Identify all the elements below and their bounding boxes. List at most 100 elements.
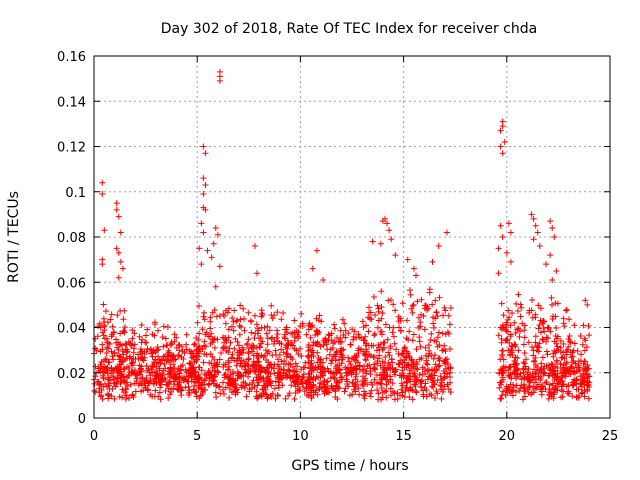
data-point <box>559 393 566 400</box>
data-point <box>409 309 416 316</box>
data-point <box>499 347 506 354</box>
data-point <box>183 346 190 353</box>
data-point <box>138 368 145 375</box>
data-point <box>170 361 177 368</box>
data-point <box>438 376 445 383</box>
data-point <box>223 337 230 344</box>
data-point <box>240 305 247 312</box>
data-point <box>113 200 120 207</box>
data-point <box>514 307 521 314</box>
data-point <box>212 283 219 290</box>
data-point <box>220 344 227 351</box>
data-point <box>287 361 294 368</box>
data-point <box>564 390 571 397</box>
data-point <box>92 373 99 380</box>
data-point <box>234 349 241 356</box>
data-point <box>162 335 169 342</box>
data-point <box>273 334 280 341</box>
data-point <box>500 388 507 395</box>
data-point <box>295 329 302 336</box>
data-point <box>289 330 296 337</box>
data-point <box>165 395 172 402</box>
data-point <box>270 340 277 347</box>
data-point <box>295 385 302 392</box>
data-point <box>249 380 256 387</box>
data-point <box>295 351 302 358</box>
data-point <box>511 341 518 348</box>
data-point <box>518 304 525 311</box>
data-point <box>120 366 127 373</box>
data-point <box>155 359 162 366</box>
data-point <box>306 354 313 361</box>
data-point <box>287 374 294 381</box>
data-point <box>332 387 339 394</box>
data-point <box>137 379 144 386</box>
data-point <box>99 179 106 186</box>
data-point <box>561 323 568 330</box>
data-point <box>315 328 322 335</box>
data-point <box>436 362 443 369</box>
data-point <box>92 345 99 352</box>
data-point <box>399 359 406 366</box>
data-point <box>245 373 252 380</box>
data-point <box>303 331 310 338</box>
data-point <box>268 336 275 343</box>
data-point <box>103 367 110 374</box>
data-point <box>245 356 252 363</box>
data-point <box>300 374 307 381</box>
data-point <box>571 369 578 376</box>
y-tick-label: 0 <box>78 412 86 427</box>
data-point <box>337 334 344 341</box>
data-point <box>497 366 504 373</box>
data-point <box>303 392 310 399</box>
data-point <box>349 379 356 386</box>
data-point <box>381 388 388 395</box>
data-point <box>108 393 115 400</box>
data-point <box>260 353 267 360</box>
data-point <box>187 359 194 366</box>
data-point <box>156 367 163 374</box>
data-point <box>534 229 541 236</box>
data-point <box>387 345 394 352</box>
data-point <box>374 302 381 309</box>
data-point <box>382 359 389 366</box>
data-point <box>382 354 389 361</box>
data-point <box>232 387 239 394</box>
data-point <box>310 381 317 388</box>
data-point <box>433 338 440 345</box>
data-point <box>531 366 538 373</box>
data-point <box>147 391 154 398</box>
data-point <box>296 387 303 394</box>
data-point <box>515 291 522 298</box>
data-point <box>225 357 232 364</box>
data-point <box>544 324 551 331</box>
data-point <box>256 363 263 370</box>
data-point <box>149 353 156 360</box>
data-point <box>93 347 100 354</box>
data-point <box>387 296 394 303</box>
data-point <box>580 367 587 374</box>
data-point <box>320 372 327 379</box>
data-point <box>577 333 584 340</box>
data-point <box>378 384 385 391</box>
data-point <box>580 360 587 367</box>
data-point <box>432 394 439 401</box>
data-point <box>265 368 272 375</box>
data-point <box>195 364 202 371</box>
data-point <box>201 309 208 316</box>
data-point <box>418 378 425 385</box>
data-point <box>525 389 532 396</box>
data-point <box>130 349 137 356</box>
data-point <box>196 245 203 252</box>
data-point <box>374 386 381 393</box>
data-point <box>120 328 127 335</box>
data-point <box>498 392 505 399</box>
data-point <box>132 388 139 395</box>
data-point <box>398 380 405 387</box>
data-point <box>346 392 353 399</box>
data-point <box>560 320 567 327</box>
data-point <box>356 334 363 341</box>
data-point <box>166 359 173 366</box>
data-point <box>445 364 452 371</box>
